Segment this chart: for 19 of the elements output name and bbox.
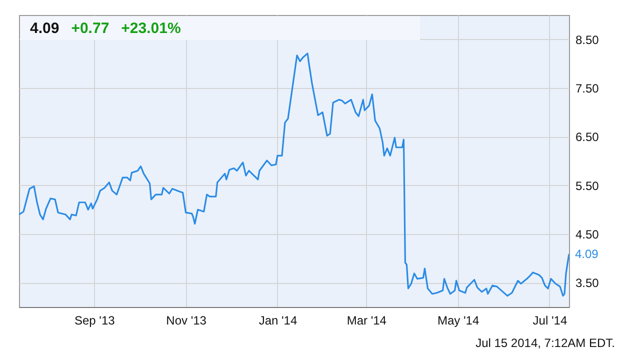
y-tick-label: 5.50	[576, 178, 600, 193]
annotation: 4.09	[30, 20, 60, 36]
text: Jul 15 2014, 7:12AM EDT.	[476, 336, 615, 350]
y-tick-label: 3.50	[576, 276, 600, 290]
x-tick-label: Jul '14	[532, 314, 568, 328]
y-tick-label: 7.50	[576, 82, 600, 96]
annotation: +0.77	[71, 20, 110, 36]
x-tick-label: May '14	[437, 314, 480, 328]
x-tick-label: Mar '14	[346, 314, 387, 328]
x-tick-label: Jan '14	[258, 314, 298, 328]
y-tick-label: 4.50	[576, 228, 600, 242]
x-tick-label: Nov '13	[166, 314, 207, 328]
y-tick-label: 8.50	[576, 32, 600, 47]
x-tick-label: Sep '13	[74, 314, 116, 328]
header-panel: 4.09 +0.77 +23.01%	[20, 16, 420, 40]
annotation: +23.01%	[121, 20, 181, 36]
y-tick-label: 6.50	[576, 130, 600, 144]
annotation: 4.09	[575, 246, 599, 261]
line-series	[19, 52, 569, 297]
